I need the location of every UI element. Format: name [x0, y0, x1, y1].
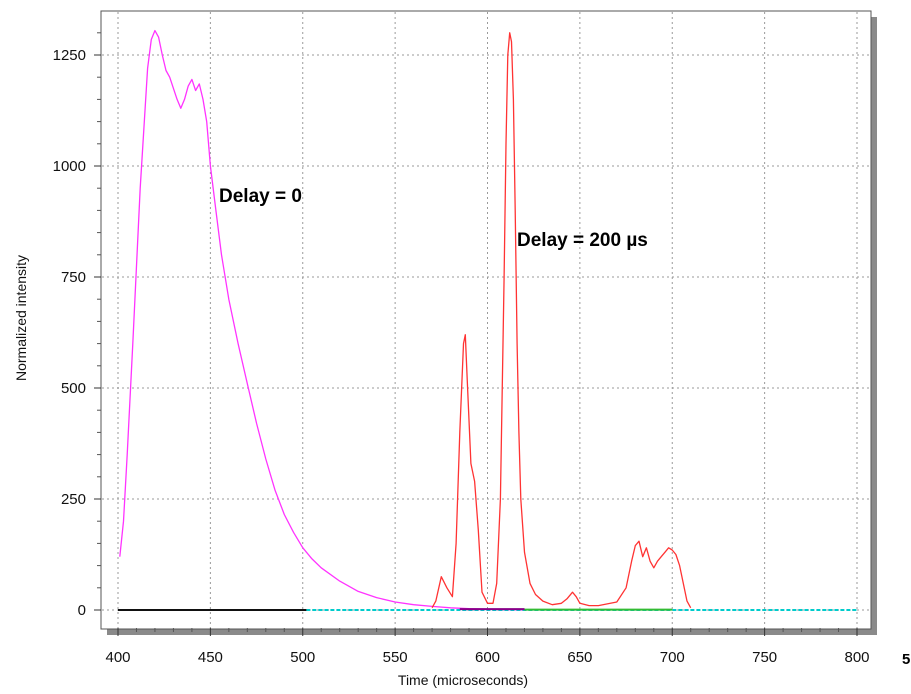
- series-line-0: [119, 29, 525, 611]
- x-tick-label: 750: [752, 649, 777, 666]
- x-tick-label: 400: [105, 649, 130, 666]
- x-tick-label: 550: [383, 649, 408, 666]
- x-tick-label: 450: [198, 649, 223, 666]
- x-tick-label: 500: [290, 649, 315, 666]
- y-tick-labels: 0 250 500 750 1000 1250: [53, 47, 86, 619]
- x-tick-labels: 400 450 500 550 600 650 700 750 800: [105, 649, 869, 666]
- y-tick-label: 500: [61, 380, 86, 397]
- minor-ticks: [94, 32, 858, 636]
- y-tick-label: 1000: [53, 158, 86, 175]
- x-tick-label: 650: [567, 649, 592, 666]
- cutoff-tick-label: 5: [902, 651, 910, 668]
- series-line-1: [431, 32, 692, 609]
- annotation-delay-200: Delay = 200 µs: [517, 230, 648, 251]
- y-tick-label: 750: [61, 269, 86, 286]
- y-axis-label: Normalized intensity: [13, 255, 29, 381]
- x-axis-label: Time (microseconds): [398, 672, 528, 688]
- x-tick-label: 700: [660, 649, 685, 666]
- plot-frame: [100, 10, 872, 630]
- y-tick-label: 1250: [53, 47, 86, 64]
- x-tick-label: 800: [844, 649, 869, 666]
- series-lines: [118, 29, 857, 611]
- x-tick-label: 600: [475, 649, 500, 666]
- annotation-delay-0: Delay = 0: [219, 186, 302, 207]
- y-tick-label: 0: [78, 602, 86, 619]
- y-tick-label: 250: [61, 491, 86, 508]
